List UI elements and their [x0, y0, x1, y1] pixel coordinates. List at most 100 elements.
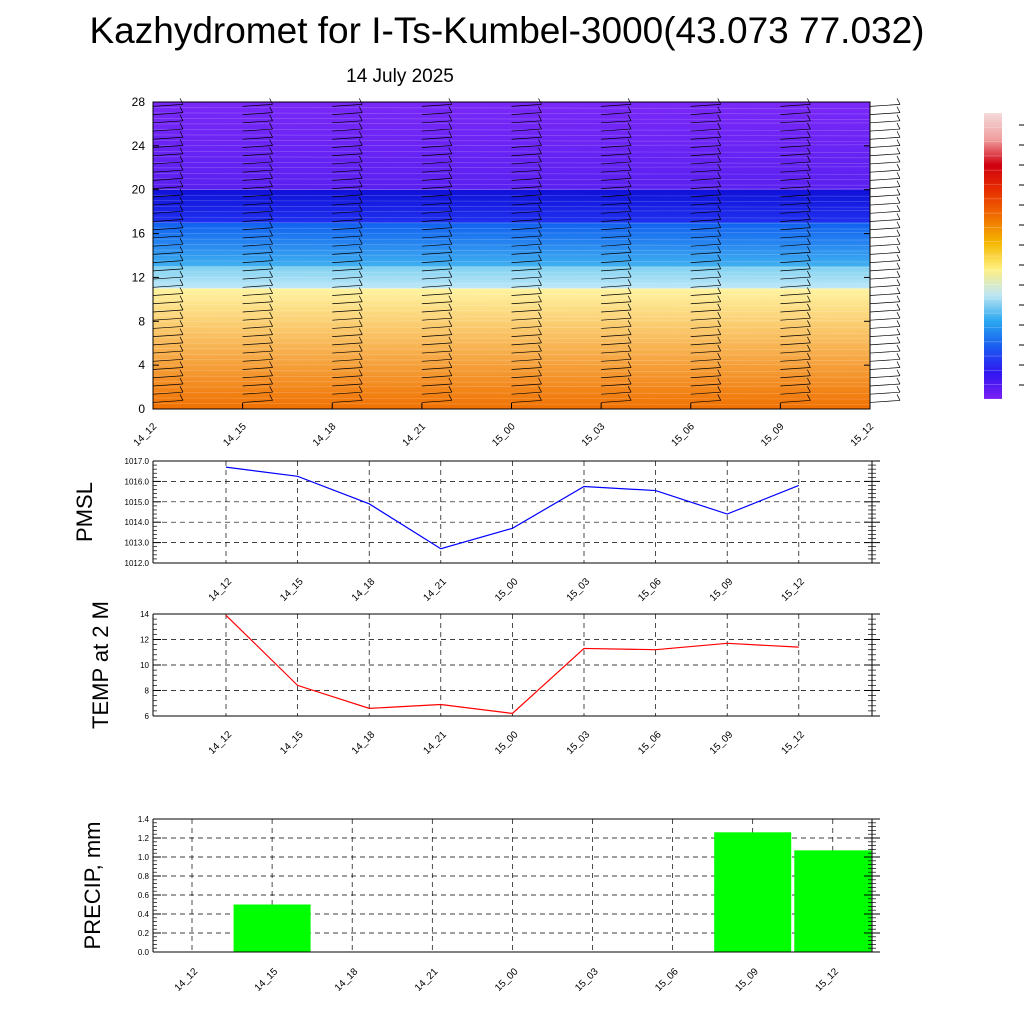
- wind-barb: [332, 169, 363, 173]
- wind-barb: [152, 186, 184, 189]
- wind-barb: [869, 202, 901, 206]
- x-tick-label: 15_00: [493, 729, 521, 757]
- wind-barb: [242, 358, 273, 362]
- wind-barb: [332, 235, 363, 239]
- wind-barb: [780, 210, 811, 214]
- wind-barb: [511, 326, 542, 329]
- wind-barb-flag: [538, 262, 542, 270]
- wind-barb: [780, 153, 811, 157]
- wind-barb-flag: [448, 295, 453, 302]
- wind-barb: [690, 342, 721, 346]
- wind-barb-flag: [538, 377, 542, 385]
- wind-barb-flag: [538, 155, 542, 163]
- wind-barb: [511, 293, 542, 296]
- contour-line: [152, 156, 871, 159]
- wind-barb: [869, 178, 901, 181]
- wind-barb-flag: [717, 98, 722, 105]
- wind-barb: [511, 153, 542, 157]
- wind-barb-flag: [179, 336, 184, 344]
- wind-barb: [511, 219, 542, 222]
- wind-barb-flag: [896, 155, 901, 163]
- wind-barb: [152, 350, 184, 354]
- y-tick-label: 6: [145, 712, 150, 721]
- wind-barb: [242, 334, 273, 337]
- wind-barb: [690, 161, 721, 165]
- wind-barb-flag: [807, 377, 811, 385]
- y-tick-label: 12: [132, 270, 146, 284]
- wind-barb-flag: [807, 221, 811, 228]
- chart-title: Kazhydromet for I-Ts-Kumbel-3000(43.073 …: [89, 10, 925, 51]
- wind-barb-flag: [358, 262, 363, 270]
- wind-barb-flag: [627, 106, 632, 113]
- wind-barb: [332, 186, 363, 189]
- wind-barb-flag: [896, 180, 901, 187]
- x-tick-label: 14_12: [173, 966, 201, 994]
- wind-barb-flag: [896, 164, 901, 171]
- wind-barb: [242, 243, 273, 247]
- wind-barb: [152, 128, 184, 132]
- wind-barb-flag: [627, 205, 632, 212]
- wind-barb-flag: [448, 164, 453, 171]
- wind-barb-flag: [807, 98, 811, 105]
- wind-barb-flag: [538, 188, 542, 195]
- wind-barb-flag: [358, 361, 363, 368]
- wind-barb: [152, 276, 184, 280]
- precip-bar: [233, 904, 311, 952]
- wind-barb-flag: [717, 287, 722, 294]
- wind-barb: [421, 350, 452, 354]
- wind-barb-flag: [896, 238, 901, 245]
- wind-barb-flag: [717, 295, 722, 302]
- wind-barb: [332, 178, 363, 181]
- y-tick-label: 1014.0: [125, 518, 150, 527]
- contour-line: [152, 326, 871, 329]
- wind-barb: [601, 219, 632, 222]
- wind-barb-flag: [538, 303, 542, 311]
- wind-barb: [152, 367, 184, 370]
- wind-barb-flag: [269, 106, 273, 113]
- wind-barb-flag: [717, 344, 722, 352]
- wind-barb-flag: [269, 122, 273, 130]
- wind-barb-flag: [538, 114, 542, 121]
- wind-barb: [780, 227, 811, 231]
- wind-barb-flag: [269, 312, 273, 319]
- wind-barb-flag: [896, 377, 901, 385]
- wind-barb: [152, 326, 184, 329]
- wind-barb-flag: [627, 328, 632, 335]
- wind-barb-flag: [448, 172, 453, 179]
- wind-barb-flag: [269, 377, 273, 385]
- wind-barb-flag: [807, 320, 811, 327]
- wind-barb-flag: [717, 122, 722, 130]
- wind-barb: [242, 326, 273, 329]
- colorbar-scale: [984, 113, 1002, 399]
- wind-barb: [152, 178, 184, 181]
- x-tick-label: 14_18: [350, 729, 378, 757]
- x-tick-label: 15_12: [813, 966, 841, 994]
- wind-barb-flag: [269, 394, 273, 401]
- wind-barb-flag: [627, 320, 632, 327]
- wind-barb: [242, 383, 273, 387]
- wind-barb: [332, 375, 363, 379]
- contour-line: [152, 216, 871, 219]
- contour-line: [152, 134, 871, 137]
- wind-barb: [152, 161, 184, 165]
- wind-barb-flag: [269, 336, 273, 344]
- wind-barb: [690, 120, 721, 124]
- wind-barb: [421, 194, 452, 198]
- wind-barb: [780, 104, 811, 107]
- wind-barb-flag: [627, 303, 632, 311]
- wind-barb-flag: [627, 155, 632, 163]
- wind-barb-flag: [627, 361, 632, 368]
- contour-line: [152, 331, 871, 334]
- wind-barb-flag: [896, 98, 901, 105]
- contour-line: [152, 310, 871, 312]
- wind-barb: [242, 104, 273, 107]
- wind-barb-flag: [448, 114, 453, 121]
- wind-barb: [511, 317, 542, 321]
- contour-line: [152, 271, 871, 274]
- wind-barb-flag: [358, 164, 363, 171]
- wind-barb: [511, 169, 542, 173]
- wind-barb-flag: [358, 188, 363, 195]
- wind-barb: [780, 136, 811, 140]
- contour-line: [152, 353, 871, 356]
- y-tick-label: 1015.0: [125, 498, 150, 507]
